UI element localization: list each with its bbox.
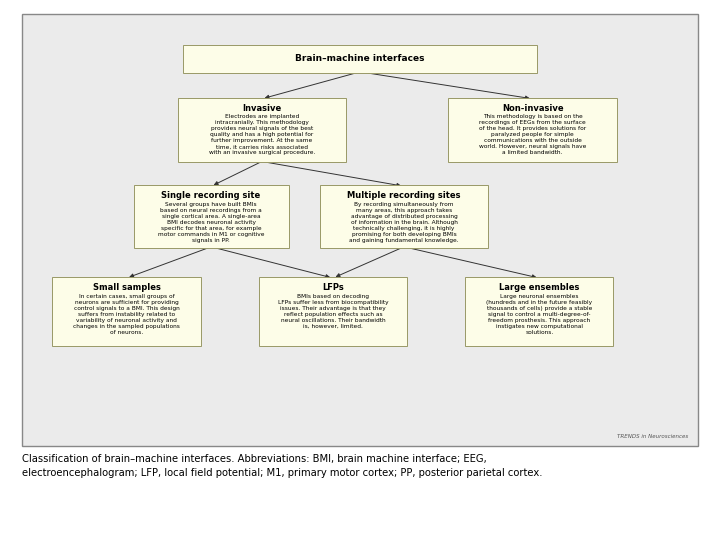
Text: Single recording site: Single recording site <box>161 192 261 200</box>
Text: Several groups have built BMIs
based on neural recordings from a
single cortical: Several groups have built BMIs based on … <box>158 202 264 243</box>
Text: Classification of brain–machine interfaces. Abbreviations: BMI, brain machine in: Classification of brain–machine interfac… <box>22 454 542 478</box>
FancyBboxPatch shape <box>258 277 407 346</box>
FancyBboxPatch shape <box>183 45 537 73</box>
Text: Electrodes are implanted
intracranially. This methodology
provides neural signal: Electrodes are implanted intracranially.… <box>209 114 315 156</box>
FancyArrowPatch shape <box>266 72 357 98</box>
Text: Large neuronal ensembles
(hundreds and in the future feasibly
thousands of cells: Large neuronal ensembles (hundreds and i… <box>486 294 593 335</box>
FancyArrowPatch shape <box>214 247 329 278</box>
Text: TRENDS in Neurosciences: TRENDS in Neurosciences <box>617 434 688 439</box>
Text: Small samples: Small samples <box>93 284 161 292</box>
Text: Invasive: Invasive <box>242 104 282 113</box>
Text: By recording simultaneously from
many areas, this approach takes
advantage of di: By recording simultaneously from many ar… <box>349 202 459 243</box>
Text: This methodology is based on the
recordings of EEGs from the surface
of the head: This methodology is based on the recordi… <box>479 114 586 156</box>
FancyBboxPatch shape <box>320 185 488 248</box>
Text: Multiple recording sites: Multiple recording sites <box>347 192 461 200</box>
Text: BMIs based on decoding
LFPs suffer less from biocompatibility
issues. Their adva: BMIs based on decoding LFPs suffer less … <box>278 294 388 329</box>
Text: Brain–machine interfaces: Brain–machine interfaces <box>295 55 425 63</box>
FancyArrowPatch shape <box>215 163 259 185</box>
Text: LFPs: LFPs <box>322 284 344 292</box>
Text: In certain cases, small groups of
neurons are sufficient for providing
control s: In certain cases, small groups of neuron… <box>73 294 180 335</box>
FancyBboxPatch shape <box>53 277 201 346</box>
Text: Large ensembles: Large ensembles <box>499 284 580 292</box>
FancyArrowPatch shape <box>130 248 209 277</box>
FancyArrowPatch shape <box>265 162 400 187</box>
FancyArrowPatch shape <box>407 247 536 278</box>
FancyBboxPatch shape <box>465 277 613 346</box>
FancyBboxPatch shape <box>449 98 617 163</box>
FancyBboxPatch shape <box>134 185 289 248</box>
FancyBboxPatch shape <box>178 98 346 163</box>
FancyArrowPatch shape <box>363 72 528 99</box>
Text: Non-invasive: Non-invasive <box>502 104 563 113</box>
FancyArrowPatch shape <box>336 248 402 276</box>
